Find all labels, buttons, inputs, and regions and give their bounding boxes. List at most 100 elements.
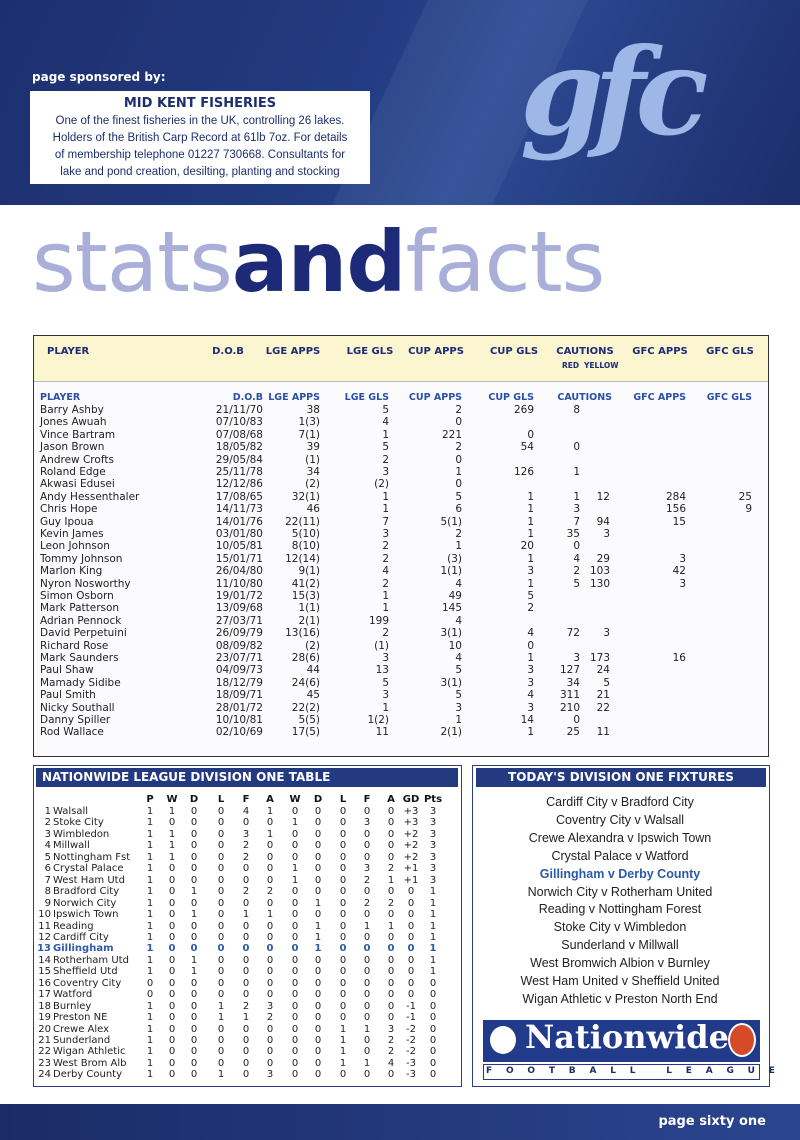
player-name: Jones Awuah <box>40 416 107 429</box>
stat-cell: 32(1) <box>291 490 320 503</box>
stat-cell: 199 <box>368 614 389 627</box>
heading-part: and <box>231 213 407 311</box>
stat-cell: 42 <box>672 565 686 578</box>
stat-cell: 2 <box>382 627 389 640</box>
league-cell: 0 <box>387 909 395 921</box>
league-cell: 0 <box>407 897 415 909</box>
league-cell: 0 <box>387 1000 395 1012</box>
league-cell: 0 <box>291 989 299 1001</box>
team-name: Crystal Palace <box>53 863 124 875</box>
league-cell: 0 <box>266 931 274 943</box>
league-cell: 0 <box>314 828 322 840</box>
sponsor-text: lake and pond creation, desilting, plant… <box>60 166 340 178</box>
stat-cell: 1 <box>382 428 389 441</box>
league-cell: 0 <box>387 828 395 840</box>
league-cell: 1 <box>190 909 198 921</box>
stat-cell: 3 <box>382 689 389 702</box>
league-cell: 0 <box>168 977 176 989</box>
player-name: Andy Hessenthaler <box>40 490 140 503</box>
stat-cell: 7 <box>573 515 580 528</box>
league-cell: 2 <box>242 840 250 852</box>
league-cell: 0 <box>314 863 322 875</box>
league-cell: 0 <box>266 989 274 1001</box>
league-cell: 0 <box>314 989 322 1001</box>
league-cell: 1 <box>168 840 176 852</box>
league-cell: 0 <box>429 989 437 1001</box>
league-cell: 0 <box>242 989 250 1001</box>
league-header: L <box>339 794 347 805</box>
league-cell: 0 <box>339 874 347 886</box>
league-header: P <box>146 794 154 805</box>
league-cell: 1 <box>429 897 437 909</box>
fixture: Crewe Alexandra v Ipswich Town <box>528 830 712 845</box>
league-cell: 0 <box>190 1046 198 1058</box>
league-cell: 0 <box>242 931 250 943</box>
league-cell: 0 <box>190 806 198 817</box>
league-cell: 0 <box>168 1035 176 1046</box>
league-cell: 2 <box>387 1046 395 1058</box>
stat-cell: 4 <box>455 577 462 590</box>
player-name: David Perpetuini <box>40 627 127 640</box>
stat-cell: (1) <box>374 639 389 652</box>
stat-cell: 0 <box>455 453 462 466</box>
league-cell: 0 <box>242 954 250 966</box>
league-position: 7 <box>44 874 51 886</box>
team-name: Norwich City <box>53 897 117 909</box>
league-badge <box>728 1023 756 1057</box>
league-cell: +1 <box>403 863 419 875</box>
club-logo: gfc <box>520 22 709 163</box>
stat-cell: 5(10) <box>291 528 320 540</box>
league-cell: 0 <box>291 920 299 932</box>
league-cell: 0 <box>314 851 322 863</box>
league-cell: 0 <box>363 931 371 943</box>
league-cell: 1 <box>168 851 176 863</box>
stat-cell: 0 <box>455 416 462 429</box>
stat-cell: 21 <box>596 689 610 702</box>
league-cell: 1 <box>339 1046 347 1058</box>
team-name: West Ham Utd <box>53 874 125 886</box>
stat-cell: 07/08/68 <box>215 428 263 441</box>
stat-cell: 1 <box>455 714 462 726</box>
team-name: Ipswich Town <box>53 909 119 921</box>
league-cell: 0 <box>291 1057 299 1069</box>
league-cell: 0 <box>429 1035 437 1046</box>
team-name: Gillingham <box>53 943 114 955</box>
league-cell: 1 <box>146 943 154 955</box>
league-cell: 0 <box>168 1012 176 1024</box>
league-cell: 0 <box>146 989 154 1001</box>
league-cell: 0 <box>168 897 176 909</box>
player-name: Paul Shaw <box>40 664 94 677</box>
stat-cell: 1 <box>382 701 389 714</box>
nationwide-name: Nationwide <box>525 1018 729 1056</box>
league-cell: 0 <box>387 977 395 989</box>
stat-cell: 21/11/70 <box>215 404 263 416</box>
league-cell: -2 <box>406 1035 416 1046</box>
league-cell: 0 <box>266 1057 274 1069</box>
stat-cell: 173 <box>589 652 610 664</box>
league-cell: 0 <box>242 966 250 978</box>
league-cell: 1 <box>387 920 395 932</box>
team-name: Reading <box>53 920 94 932</box>
league-position: 16 <box>38 977 51 989</box>
stat-cell: 1 <box>573 490 580 503</box>
stat-cell: 13(16) <box>285 627 320 640</box>
league-cell: 3 <box>363 817 371 829</box>
stat-cell: 3 <box>527 701 534 714</box>
stat-cell: 54 <box>520 441 534 454</box>
league-cell: 2 <box>387 863 395 875</box>
league-cell: 0 <box>190 874 198 886</box>
league-cell: 0 <box>339 828 347 840</box>
league-cell: 0 <box>217 943 225 955</box>
league-cell: 0 <box>217 1023 225 1035</box>
league-cell: 0 <box>217 954 225 966</box>
league-cell: 0 <box>429 1046 437 1058</box>
league-cell: 0 <box>363 851 371 863</box>
stat-cell: 7 <box>382 515 389 528</box>
league-cell: 0 <box>242 1023 250 1035</box>
stat-cell: 3(1) <box>440 676 462 689</box>
league-cell: 2 <box>363 897 371 909</box>
stat-cell: 29/05/84 <box>215 453 263 466</box>
league-cell: 0 <box>363 954 371 966</box>
stat-cell: 221 <box>441 428 462 441</box>
